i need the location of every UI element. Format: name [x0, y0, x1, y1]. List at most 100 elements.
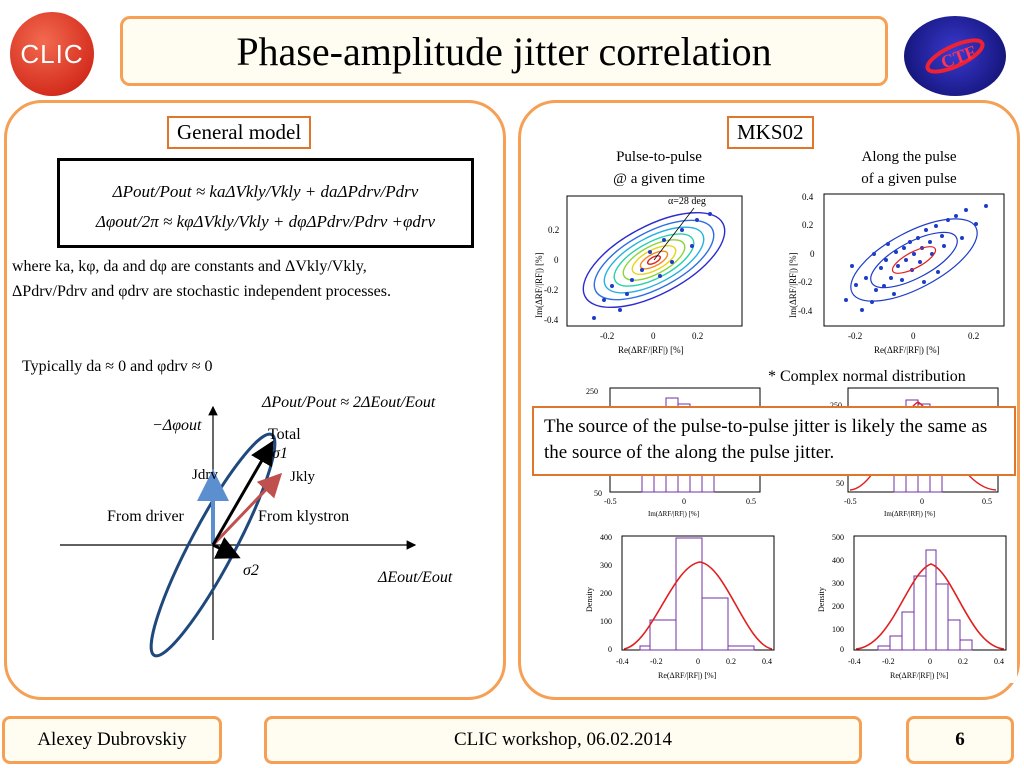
sigma2-vector: [212, 537, 241, 559]
svg-text:0: 0: [682, 497, 686, 506]
complex-normal-note: * Complex normal distribution: [768, 368, 966, 385]
svg-text:0.5: 0.5: [746, 497, 756, 506]
re-hist-left-ylabel: Density: [585, 587, 594, 612]
svg-text:-0.4: -0.4: [616, 657, 629, 666]
svg-text:200: 200: [832, 602, 844, 611]
where-text-line2: ΔPdrv/Pdrv and φdrv are stochastic indep…: [12, 283, 391, 300]
jdrv-label: Jdrv: [192, 467, 218, 483]
svg-text:0.2: 0.2: [692, 331, 703, 341]
svg-text:100: 100: [832, 625, 844, 634]
svg-text:-0.2: -0.2: [798, 277, 812, 287]
footer-author: Alexey Dubrovskiy: [2, 716, 222, 764]
svg-text:100: 100: [600, 617, 612, 626]
scatter-ylabel: Im(ΔRF/|RF|) [%]: [788, 252, 798, 318]
svg-text:0: 0: [554, 255, 559, 265]
svg-text:-0.4: -0.4: [798, 306, 813, 316]
svg-text:0.4: 0.4: [994, 657, 1004, 666]
svg-text:-0.2: -0.2: [600, 331, 614, 341]
svg-text:-0.2: -0.2: [544, 285, 558, 295]
page-number: 6: [955, 729, 965, 750]
svg-text:CTF: CTF: [938, 41, 979, 72]
svg-text:250: 250: [586, 387, 598, 396]
svg-text:50: 50: [836, 479, 844, 488]
svg-text:-0.2: -0.2: [882, 657, 895, 666]
svg-text:-0.2: -0.2: [650, 657, 663, 666]
svg-text:-0.2: -0.2: [848, 331, 862, 341]
re-hist-right-ylabel: Density: [817, 587, 826, 612]
im-hist-right-xlabel: Im(ΔRF/|RF|) [%]: [884, 510, 935, 518]
power-energy-relation: ΔPout/Pout ≈ 2ΔEout/Eout: [262, 394, 436, 411]
y-axis-label: −Δφout: [152, 417, 202, 434]
svg-text:0.4: 0.4: [762, 657, 772, 666]
re-histogram-left: 400 300 200 100 0 -0.4 -0.2 0 0.2 0.4 Re(ΔRF/|RF…: [580, 528, 785, 683]
equation-amplitude: ΔPout/Pout ≈ kaΔVkly/Vkly + daΔPdrv/Pdrv: [112, 182, 419, 201]
equation-phase: Δφout/2π ≈ kφΔVkly/Vkly + dφΔPdrv/Pdrv +…: [95, 212, 436, 231]
caption-left-line1: Pulse-to-pulse: [616, 149, 702, 165]
contour-ylabel: Im(ΔRF/|RF|) [%]: [534, 252, 544, 318]
jitter-source-note: The source of the pulse-to-pulse jitter …: [532, 406, 1016, 476]
mks02-label: MKS02: [727, 116, 814, 149]
svg-text:0.2: 0.2: [802, 220, 813, 230]
sigma1-label: σ1: [272, 445, 288, 462]
re-hist-left-xlabel: Re(ΔRF/|RF|) [%]: [658, 671, 717, 680]
scatter-xlabel: Re(ΔRF/|RF|) [%]: [874, 345, 940, 355]
footer-page-number: 6: [906, 716, 1014, 764]
svg-text:0.2: 0.2: [548, 225, 559, 235]
svg-text:0: 0: [696, 657, 700, 666]
sigma1-vector: [211, 440, 274, 546]
svg-text:0.2: 0.2: [968, 331, 979, 341]
svg-text:0: 0: [651, 331, 656, 341]
caption-pulse-to-pulse: Pulse-to-pulse @ a given time: [594, 146, 724, 190]
svg-text:-0.4: -0.4: [544, 315, 559, 325]
jkly-label: Jkly: [290, 469, 316, 485]
svg-text:0: 0: [920, 497, 924, 506]
total-label: Total: [268, 426, 301, 443]
contour-angle-label: α=28 deg: [668, 196, 706, 207]
where-text-line1: where ka, kφ, da and dφ are constants an…: [12, 258, 367, 275]
svg-text:0.5: 0.5: [982, 497, 992, 506]
jkly-vector: [211, 472, 283, 547]
caption-along-pulse: Along the pulse of a given pulse: [843, 146, 975, 190]
ctf3-logo: CTF: [904, 16, 1006, 96]
svg-text:500: 500: [832, 533, 844, 542]
svg-text:200: 200: [600, 589, 612, 598]
svg-text:250: 250: [830, 401, 842, 410]
general-model-label: General model: [167, 116, 312, 149]
svg-text:300: 300: [600, 561, 612, 570]
svg-text:0: 0: [928, 657, 932, 666]
contour-xlabel: Re(ΔRF/|RF|) [%]: [618, 345, 684, 355]
pulse-to-pulse-contour-plot: α=28 deg 0.2 0 -0.2 -0.4 -0.2 0 0.2 Re(ΔRF/|R…: [532, 190, 757, 360]
svg-text:400: 400: [600, 533, 612, 542]
caption-left-line2: @ a given time: [613, 171, 705, 187]
svg-text:0: 0: [840, 645, 844, 654]
svg-text:0.2: 0.2: [958, 657, 968, 666]
from-driver-label: From driver: [107, 508, 185, 525]
re-hist-right-xlabel: Re(ΔRF/|RF|) [%]: [890, 671, 949, 680]
model-equations: ΔPout/Pout ≈ kaΔVkly/Vkly + daΔPdrv/Pdrv…: [57, 158, 474, 248]
svg-text:-0.5: -0.5: [844, 497, 857, 506]
svg-text:400: 400: [832, 556, 844, 565]
im-hist-left-xlabel: Im(ΔRF/|RF|) [%]: [648, 510, 699, 518]
slide-title: Phase-amplitude jitter correlation: [236, 28, 772, 74]
scatter-plot-frame: [823, 193, 1005, 327]
caption-right-line1: Along the pulse: [861, 149, 957, 165]
jitter-vector-diagram: −Δφout ΔEout/Eout Total σ1 σ2 Jdrv Jkly …: [60, 405, 453, 658]
svg-text:300: 300: [832, 579, 844, 588]
typically-text: Typically da ≈ 0 and φdrv ≈ 0: [22, 358, 213, 375]
along-pulse-scatter-plot: 0.4 0.2 0 -0.2 -0.4 -0.2 0 0.2 Re(ΔRF/|RF|) […: [786, 190, 1016, 360]
author-name: Alexey Dubrovskiy: [37, 729, 187, 750]
svg-text:0: 0: [810, 249, 815, 259]
event-name: CLIC workshop, 06.02.2014: [454, 729, 672, 750]
caption-right-line2: of a given pulse: [861, 171, 957, 187]
clic-logo: CLIC: [10, 12, 94, 96]
from-klystron-label: From klystron: [258, 508, 349, 525]
re-histogram-right: 500 400 300 200 100 0 -0.4 -0.2 0 0.2 0.4 Re(ΔRF/…: [812, 528, 1017, 683]
sigma2-label: σ2: [243, 562, 259, 579]
svg-text:0: 0: [911, 331, 916, 341]
svg-text:0: 0: [608, 645, 612, 654]
svg-text:50: 50: [594, 489, 602, 498]
ctf3-logo-graphic: CTF: [925, 38, 985, 74]
svg-text:0.2: 0.2: [726, 657, 736, 666]
footer-event: CLIC workshop, 06.02.2014: [264, 716, 862, 764]
x-axis-label: ΔEout/Eout: [377, 569, 453, 586]
